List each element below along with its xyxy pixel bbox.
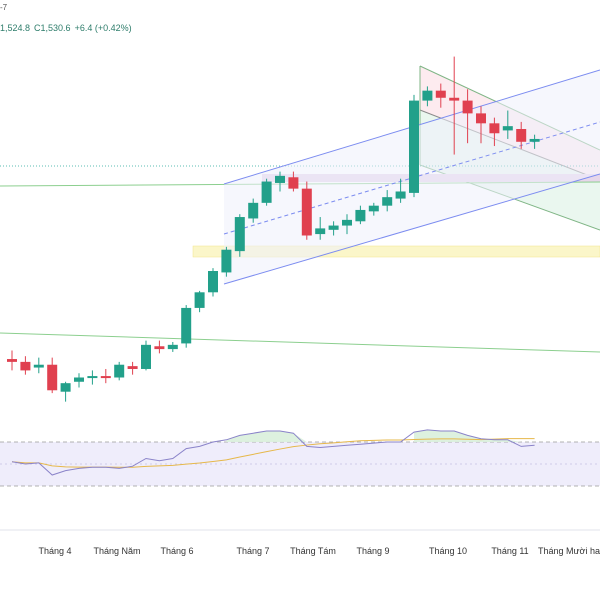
candle-body[interactable] xyxy=(449,97,460,101)
rsi-line xyxy=(11,429,535,476)
lower-trendline[interactable] xyxy=(0,332,600,353)
candle-body[interactable] xyxy=(234,217,245,252)
candle-body[interactable] xyxy=(288,177,299,189)
candle-body[interactable] xyxy=(261,181,272,203)
candle-body[interactable] xyxy=(141,344,151,369)
candle-body[interactable] xyxy=(114,364,125,378)
candle-body[interactable] xyxy=(368,205,379,212)
candle-body[interactable] xyxy=(181,307,192,344)
time-axis-label: Tháng 6 xyxy=(160,546,194,556)
time-axis[interactable]: Tháng 4 Tháng Năm Tháng 6 Tháng 7 Tháng Tám T… xyxy=(0,540,600,560)
time-axis-label: Tháng 11 xyxy=(491,546,529,556)
candle-body[interactable] xyxy=(275,175,285,183)
candle-body[interactable] xyxy=(301,188,312,236)
chart-drawings[interactable] xyxy=(0,65,600,353)
time-axis-label: Tháng Năm xyxy=(93,546,141,556)
time-axis-label: Tháng 7 xyxy=(236,546,270,556)
rsi-pane[interactable] xyxy=(0,429,600,531)
time-axis-label: Tháng Mười hai xyxy=(538,546,600,556)
candle-body[interactable] xyxy=(100,376,111,379)
candle-body[interactable] xyxy=(476,113,486,124)
candle-body[interactable] xyxy=(422,90,433,101)
candle-body[interactable] xyxy=(342,219,352,226)
candle-body[interactable] xyxy=(529,138,540,142)
legend-close-value: 1,530.6 xyxy=(40,23,71,33)
candlestick-series[interactable] xyxy=(7,56,540,402)
candle-body[interactable] xyxy=(382,197,393,206)
time-axis-label: Tháng 9 xyxy=(356,546,390,556)
candle-body[interactable] xyxy=(489,123,500,134)
channel-lower-line[interactable] xyxy=(223,173,600,285)
candle-body[interactable] xyxy=(409,100,419,193)
candle-body[interactable] xyxy=(167,344,178,350)
candle-body[interactable] xyxy=(435,90,446,98)
candle-body[interactable] xyxy=(33,364,44,368)
legend-low-value: 1,524.8 xyxy=(0,23,31,33)
candle-body[interactable] xyxy=(194,292,205,308)
candle-body[interactable] xyxy=(7,359,17,362)
candle-body[interactable] xyxy=(315,228,326,235)
candle-body[interactable] xyxy=(502,126,513,131)
candle-body[interactable] xyxy=(462,100,473,114)
candle-body[interactable] xyxy=(516,129,527,142)
time-axis-label: Tháng Tám xyxy=(290,546,336,556)
support-zone[interactable] xyxy=(192,245,600,258)
candle-body[interactable] xyxy=(208,271,218,293)
candle-body[interactable] xyxy=(60,383,71,392)
candle-body[interactable] xyxy=(127,366,138,369)
candle-body[interactable] xyxy=(74,377,84,382)
candle-body[interactable] xyxy=(154,346,165,350)
candle-body[interactable] xyxy=(355,209,366,222)
candle-body[interactable] xyxy=(20,361,31,371)
ohlc-readout: 1,524.8 C1,530.6 +6.4 (+0.42%) xyxy=(0,22,136,34)
candle-body[interactable] xyxy=(248,202,259,219)
legend-change: +6.4 (+0.42%) xyxy=(74,23,132,33)
candle-body[interactable] xyxy=(221,249,232,273)
candle-body[interactable] xyxy=(328,225,339,230)
time-axis-label: Tháng 4 xyxy=(38,546,72,556)
candle-body[interactable] xyxy=(87,376,98,379)
legend-symbol-fragment: -7 xyxy=(0,3,8,12)
legend-close-label: C xyxy=(34,23,41,33)
candle-body[interactable] xyxy=(395,191,406,199)
time-axis-label: Tháng 10 xyxy=(428,546,468,556)
candle-body[interactable] xyxy=(47,364,58,391)
